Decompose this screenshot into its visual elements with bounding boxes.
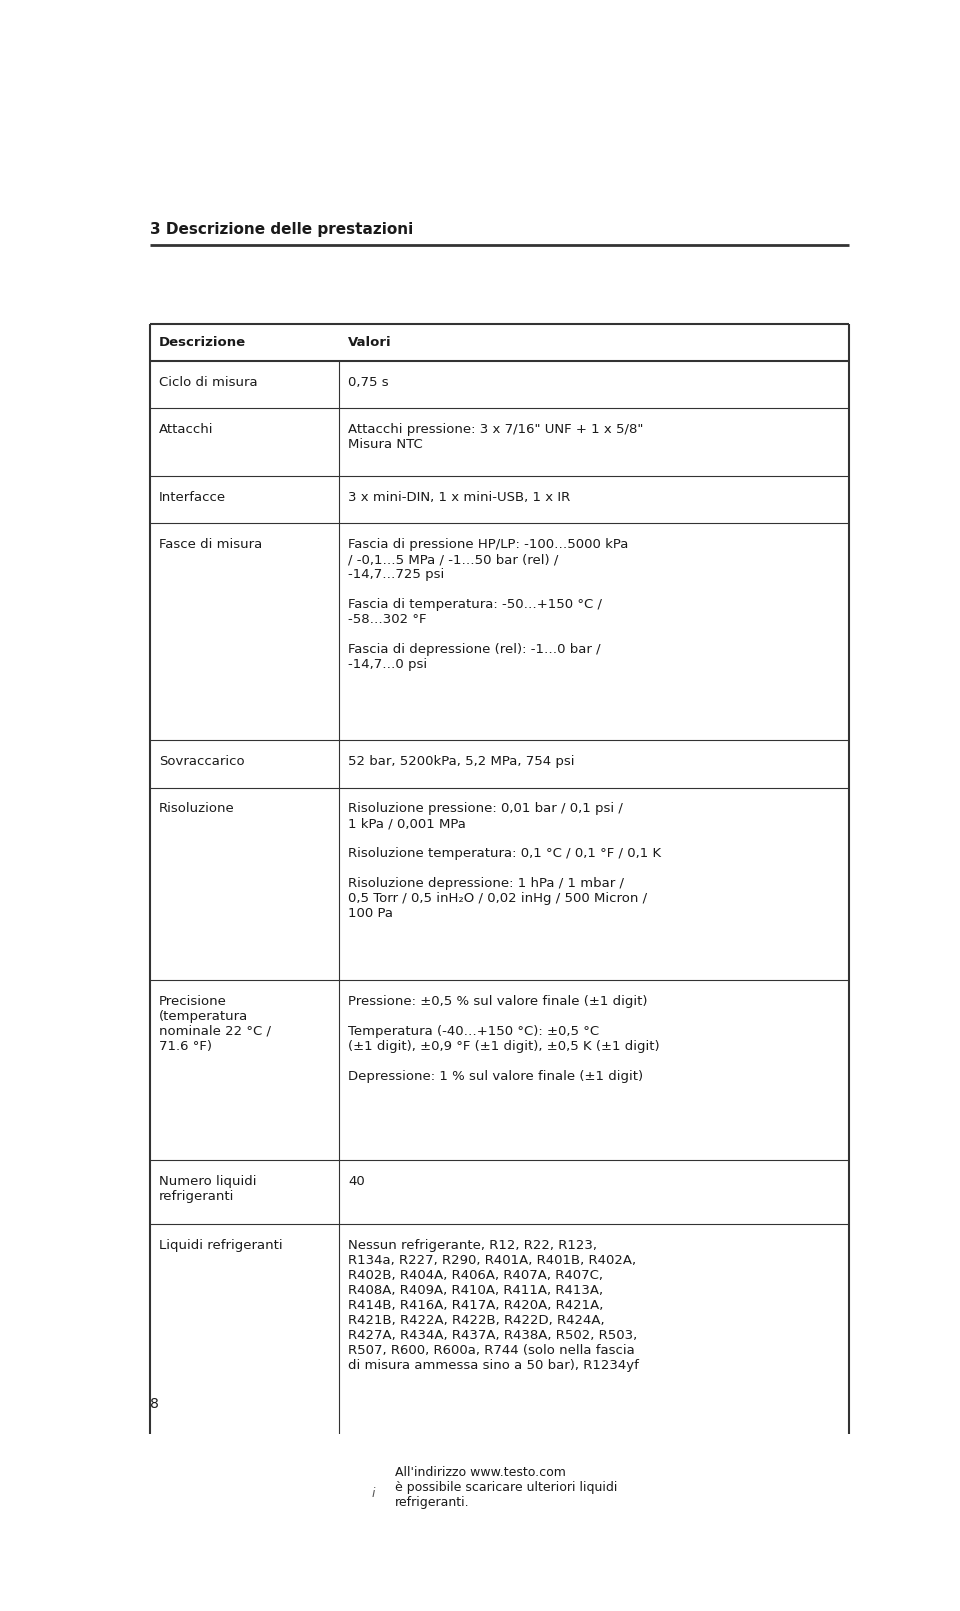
Text: Fascia di pressione HP/LP: -100…5000 kPa
/ -0,1…5 MPa / -1…50 bar (rel) /
-14,7…: Fascia di pressione HP/LP: -100…5000 kPa… xyxy=(348,538,629,672)
Text: Pressione: ±0,5 % sul valore finale (±1 digit)

Temperatura (-40…+150 °C): ±0,5 : Pressione: ±0,5 % sul valore finale (±1 … xyxy=(348,994,660,1083)
Text: 3 x mini-DIN, 1 x mini-USB, 1 x IR: 3 x mini-DIN, 1 x mini-USB, 1 x IR xyxy=(348,491,570,504)
Text: i: i xyxy=(372,1487,374,1500)
Text: 52 bar, 5200kPa, 5,2 MPa, 754 psi: 52 bar, 5200kPa, 5,2 MPa, 754 psi xyxy=(348,756,575,768)
Text: Liquidi refrigeranti: Liquidi refrigeranti xyxy=(158,1239,282,1252)
Text: Ciclo di misura: Ciclo di misura xyxy=(158,375,257,388)
Text: Descrizione: Descrizione xyxy=(158,335,246,348)
Text: Precisione
(temperatura
nominale 22 °C /
71.6 °F): Precisione (temperatura nominale 22 °C /… xyxy=(158,994,271,1052)
Text: Nessun refrigerante, R12, R22, R123,
R134a, R227, R290, R401A, R401B, R402A,
R40: Nessun refrigerante, R12, R22, R123, R13… xyxy=(348,1239,639,1373)
Text: All'indirizzo www.testo.com
è possibile scaricare ulteriori liquidi
refrigeranti: All'indirizzo www.testo.com è possibile … xyxy=(396,1466,617,1510)
Text: Sovraccarico: Sovraccarico xyxy=(158,756,244,768)
Text: 8: 8 xyxy=(150,1397,158,1411)
Text: 40: 40 xyxy=(348,1174,365,1187)
Text: Attacchi: Attacchi xyxy=(158,422,213,437)
Text: Attacchi pressione: 3 x 7/16" UNF + 1 x 5/8"
Misura NTC: Attacchi pressione: 3 x 7/16" UNF + 1 x … xyxy=(348,422,644,451)
Text: 3 Descrizione delle prestazioni: 3 Descrizione delle prestazioni xyxy=(150,222,413,237)
Text: Numero liquidi
refrigeranti: Numero liquidi refrigeranti xyxy=(158,1174,256,1202)
Text: Fasce di misura: Fasce di misura xyxy=(158,538,262,551)
Text: Interfacce: Interfacce xyxy=(158,491,226,504)
Text: Risoluzione: Risoluzione xyxy=(158,802,234,815)
Text: Risoluzione pressione: 0,01 bar / 0,1 psi /
1 kPa / 0,001 MPa

Risoluzione tempe: Risoluzione pressione: 0,01 bar / 0,1 ps… xyxy=(348,802,661,920)
Text: Valori: Valori xyxy=(348,335,392,348)
Text: 0,75 s: 0,75 s xyxy=(348,375,389,388)
